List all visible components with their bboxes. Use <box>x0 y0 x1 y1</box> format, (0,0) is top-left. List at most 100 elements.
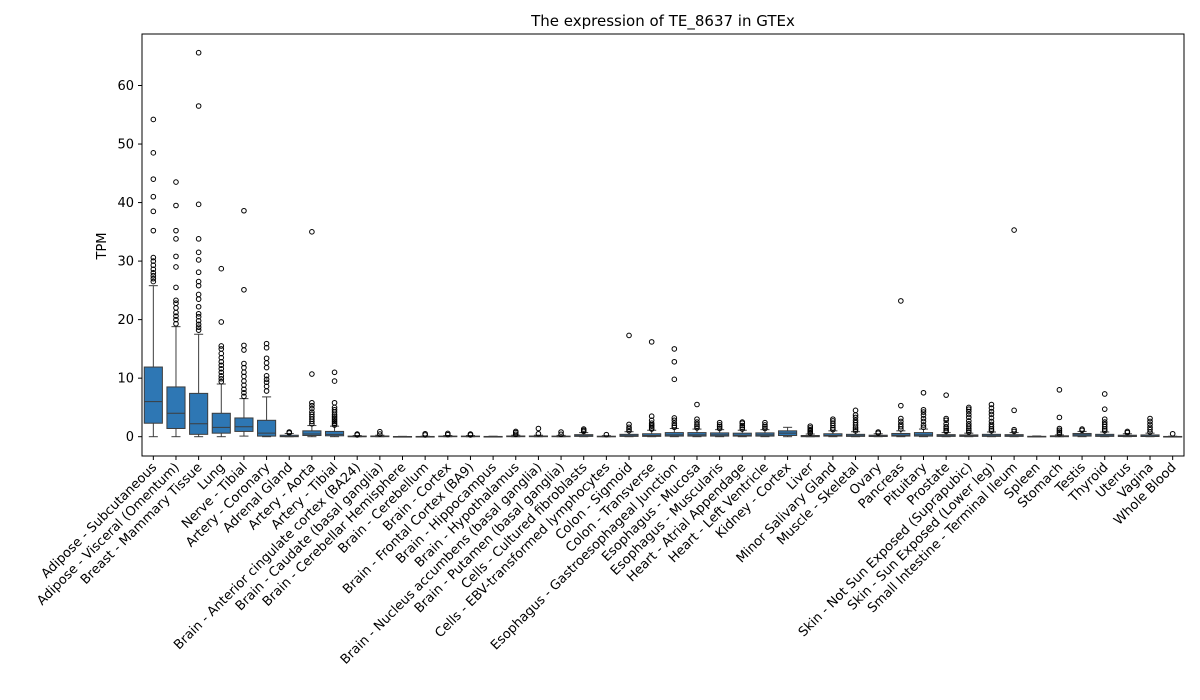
outlier-point <box>603 431 610 438</box>
outlier-point <box>195 269 202 276</box>
box-group <box>981 401 1002 438</box>
outlier-point <box>1011 426 1017 433</box>
outlier-point <box>331 422 338 428</box>
outlier-point <box>150 258 157 264</box>
outlier-point <box>195 321 202 328</box>
outlier-point <box>263 383 270 390</box>
outlier-point <box>1147 418 1153 425</box>
outlier-point <box>830 420 836 427</box>
outlier-point <box>150 116 157 123</box>
outlier-point <box>1011 428 1017 435</box>
outlier-point <box>671 424 678 431</box>
outlier-point <box>263 388 270 394</box>
box-group <box>800 423 820 438</box>
outlier-point <box>671 346 678 352</box>
box-group <box>574 426 594 438</box>
outlier-point <box>1147 415 1153 422</box>
box-group <box>460 431 481 438</box>
outlier-point <box>1079 426 1085 432</box>
box-group <box>234 207 254 437</box>
outlier-point <box>173 264 179 270</box>
outlier-point <box>988 423 995 430</box>
outlier-point <box>218 354 225 361</box>
box-group <box>823 416 843 438</box>
outlier-point <box>195 249 202 256</box>
outlier-point <box>218 343 225 349</box>
box-group <box>1163 430 1183 438</box>
outlier-point <box>263 376 270 383</box>
outlier-point <box>807 423 814 429</box>
outlier-point <box>852 417 859 424</box>
outlier-point <box>671 358 678 365</box>
y-ticks: 0 10 20 30 40 50 60 <box>117 79 142 445</box>
outlier-point <box>309 371 315 377</box>
outlier-point <box>309 405 315 412</box>
outlier-point <box>716 425 723 432</box>
outlier-point <box>354 431 360 437</box>
outlier-point <box>920 418 927 425</box>
outlier-point <box>671 376 678 383</box>
outlier-point <box>195 324 202 331</box>
outlier-point <box>263 373 270 379</box>
outlier-point <box>920 412 927 418</box>
box-group <box>211 265 231 438</box>
outlier-point <box>195 201 202 208</box>
outlier-point <box>852 419 859 426</box>
outlier-point <box>241 286 247 293</box>
outlier-point <box>920 424 927 431</box>
outlier-point <box>309 411 315 418</box>
outlier-point <box>648 413 655 419</box>
outlier-point <box>331 413 338 419</box>
outlier-point <box>716 419 723 426</box>
box-group <box>845 407 866 438</box>
outlier-point <box>309 399 315 406</box>
y-tick-label: 50 <box>117 138 134 153</box>
outlier-point <box>920 389 927 396</box>
outlier-point <box>762 419 768 426</box>
outlier-point <box>195 257 202 263</box>
outlier-point <box>377 431 383 437</box>
outlier-point <box>875 429 881 435</box>
box-group <box>257 340 277 438</box>
outlier-point <box>943 392 949 398</box>
box-group <box>438 430 458 438</box>
outlier-point <box>150 208 157 215</box>
outlier-point <box>535 425 542 432</box>
outlier-point <box>920 415 927 422</box>
outlier-point <box>331 416 338 423</box>
outlier-point <box>195 317 202 324</box>
outlier-point <box>988 421 995 428</box>
y-tick-label: 0 <box>126 430 134 445</box>
outlier-point <box>1056 429 1063 435</box>
y-axis-label: TPM <box>95 233 110 261</box>
outlier-point <box>195 49 202 56</box>
outlier-point <box>966 404 972 411</box>
outlier-point <box>1147 424 1153 431</box>
outlier-point <box>173 227 179 234</box>
outlier-point <box>1056 414 1063 421</box>
outlier-point <box>195 310 202 317</box>
box <box>234 417 254 432</box>
outlier-point <box>218 373 225 379</box>
box <box>913 432 934 437</box>
outlier-point <box>173 313 179 319</box>
box <box>257 419 277 437</box>
box-group <box>347 431 367 438</box>
outlier-point <box>263 364 270 371</box>
outlier-point <box>241 393 247 400</box>
outlier-point <box>1147 421 1153 428</box>
outlier-point <box>966 414 972 421</box>
outlier-point <box>173 284 179 291</box>
outlier-point <box>943 423 949 430</box>
box-group <box>370 428 390 438</box>
outlier-point <box>241 386 247 393</box>
y-tick-label: 40 <box>117 196 134 211</box>
outlier-point <box>150 266 157 273</box>
outlier-point <box>648 420 655 427</box>
box-group <box>596 431 616 438</box>
outlier-point <box>218 378 225 385</box>
outlier-point <box>173 320 179 327</box>
outlier-point <box>558 431 564 438</box>
box-group <box>868 429 888 438</box>
outlier-point <box>173 202 179 209</box>
